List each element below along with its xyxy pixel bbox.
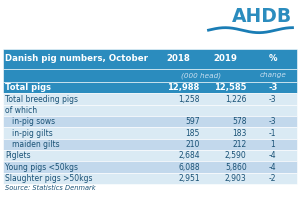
Text: 6,088: 6,088 — [178, 163, 200, 172]
Text: 597: 597 — [185, 117, 200, 126]
FancyBboxPatch shape — [3, 139, 297, 150]
Text: Source: Statistics Denmark: Source: Statistics Denmark — [5, 185, 95, 191]
FancyBboxPatch shape — [3, 69, 297, 82]
Text: 1: 1 — [270, 140, 275, 149]
FancyBboxPatch shape — [3, 116, 297, 128]
Text: 12,585: 12,585 — [214, 83, 247, 92]
Text: Piglets: Piglets — [5, 151, 30, 160]
Text: 578: 578 — [232, 117, 247, 126]
Text: Young pigs <50kgs: Young pigs <50kgs — [5, 163, 78, 172]
Text: Slaughter pigs >50kgs: Slaughter pigs >50kgs — [5, 174, 92, 183]
FancyBboxPatch shape — [3, 93, 297, 105]
FancyBboxPatch shape — [3, 150, 297, 161]
Text: 2019: 2019 — [213, 54, 237, 63]
Text: -1: -1 — [269, 129, 277, 138]
Text: -3: -3 — [268, 83, 278, 92]
Text: %: % — [268, 54, 277, 63]
Text: 2,951: 2,951 — [178, 174, 200, 183]
Text: 210: 210 — [185, 140, 200, 149]
FancyBboxPatch shape — [3, 105, 297, 116]
Text: 5,860: 5,860 — [225, 163, 247, 172]
Text: 12,988: 12,988 — [167, 83, 200, 92]
Text: (000 head): (000 head) — [182, 72, 221, 79]
Text: maiden gilts: maiden gilts — [12, 140, 60, 149]
Text: Danish pig numbers, October: Danish pig numbers, October — [5, 54, 148, 63]
Text: -3: -3 — [269, 117, 277, 126]
FancyBboxPatch shape — [3, 49, 297, 69]
Text: 1,258: 1,258 — [178, 95, 200, 104]
Text: -2: -2 — [269, 174, 277, 183]
Text: 1,226: 1,226 — [225, 95, 247, 104]
Text: 185: 185 — [185, 129, 200, 138]
Text: -4: -4 — [269, 151, 277, 160]
Text: 2018: 2018 — [166, 54, 190, 63]
FancyBboxPatch shape — [3, 161, 297, 173]
FancyBboxPatch shape — [3, 173, 297, 184]
Text: 212: 212 — [232, 140, 247, 149]
Text: 2,590: 2,590 — [225, 151, 247, 160]
Text: Total pigs: Total pigs — [5, 83, 51, 92]
FancyBboxPatch shape — [3, 82, 297, 93]
Text: 183: 183 — [232, 129, 247, 138]
Text: 2,684: 2,684 — [178, 151, 200, 160]
Text: AHDB: AHDB — [232, 7, 292, 26]
Text: 2,903: 2,903 — [225, 174, 247, 183]
Text: change: change — [259, 72, 286, 78]
Text: -3: -3 — [269, 95, 277, 104]
Text: in-pig sows: in-pig sows — [12, 117, 56, 126]
Text: of which: of which — [5, 106, 37, 115]
Text: in-pig gilts: in-pig gilts — [12, 129, 53, 138]
Text: -4: -4 — [269, 163, 277, 172]
FancyBboxPatch shape — [3, 128, 297, 139]
Text: Total breeding pigs: Total breeding pigs — [5, 95, 78, 104]
